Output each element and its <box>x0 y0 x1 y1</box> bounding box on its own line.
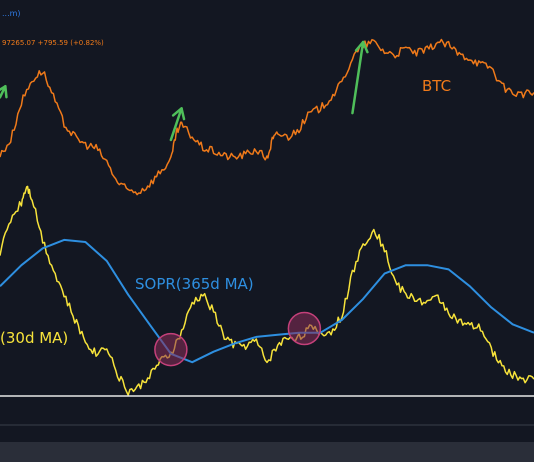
sopr-panel <box>0 185 534 396</box>
header-line2: 97265.07 +795.59 (+0.82%) <box>2 39 104 47</box>
trend-arrow-1 <box>169 107 183 142</box>
trend-arrow-head-1 <box>171 107 186 121</box>
highlight-circle-3 <box>154 332 188 367</box>
trend-arrow-0 <box>351 40 365 115</box>
price-panel <box>0 38 534 196</box>
sopr365-label: SOPR(365d MA) <box>135 275 254 293</box>
series-line-btc <box>0 38 534 196</box>
annotations-layer <box>0 40 369 367</box>
btc-label: BTC <box>422 77 451 95</box>
highlight-circle-4 <box>287 311 322 346</box>
header-line1: ...m) <box>2 9 21 18</box>
trend-arrow-head-0 <box>354 40 369 54</box>
chart-background <box>0 0 534 442</box>
trend-arrow-head-2 <box>0 84 8 99</box>
series-line-sopr-365d-ma <box>0 238 534 364</box>
bottom-bar <box>0 442 534 462</box>
sopr30-label: (30d MA) <box>0 329 68 347</box>
series-line-sopr-30d-ma <box>0 185 534 396</box>
